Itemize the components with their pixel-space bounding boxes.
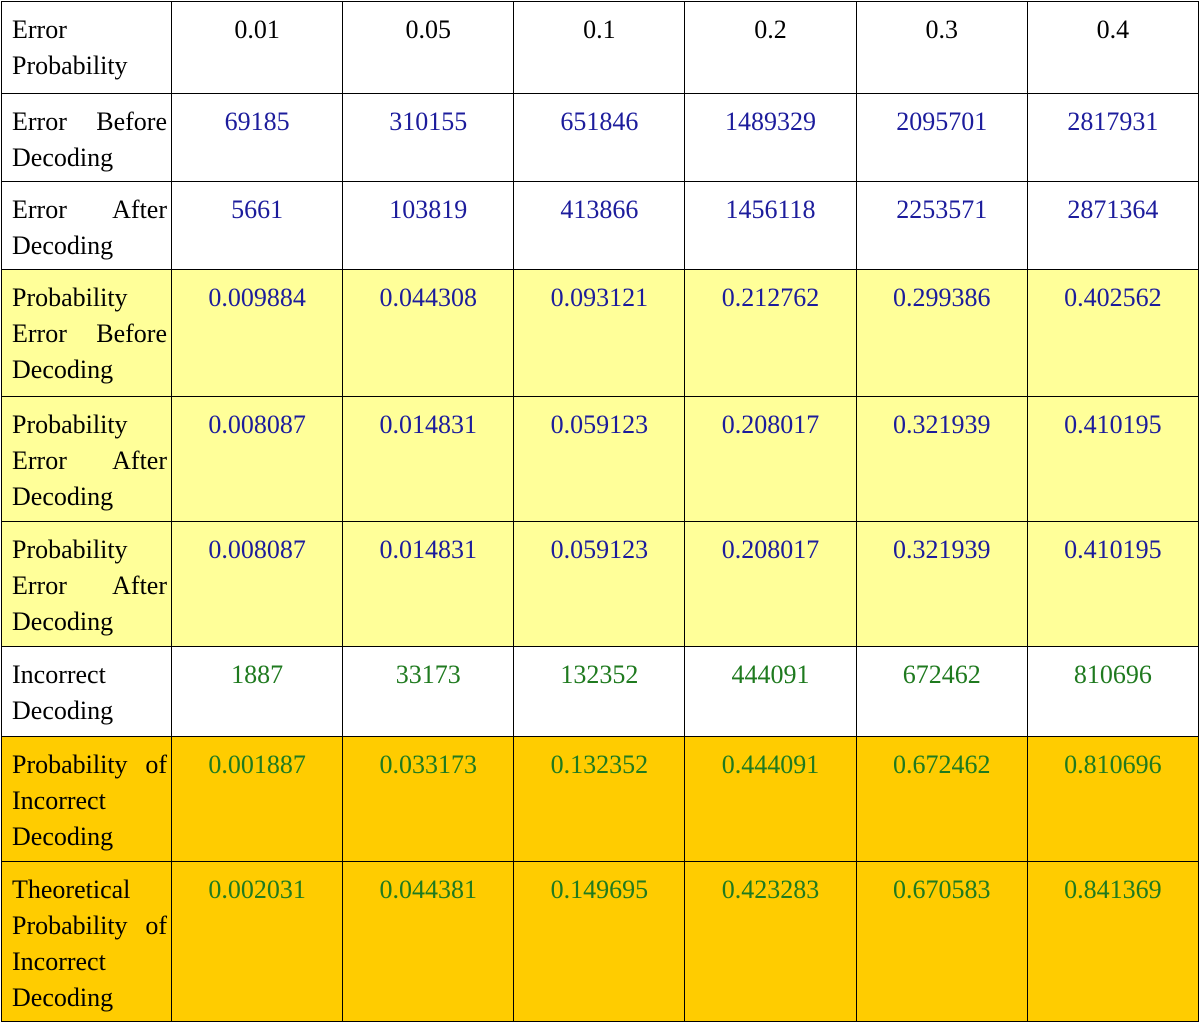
row-label: Probability of Incorrect Decoding [1,736,172,862]
column-header: 0.2 [684,1,857,94]
row-label: Error Probability [1,1,172,94]
cell: 0.810696 [1026,736,1200,862]
cell: 0.132352 [513,736,686,862]
cell: 0.402562 [1026,269,1200,397]
cell: 0.321939 [855,396,1028,522]
row-label: Incorrect Decoding [1,646,172,737]
cell: 0.044308 [342,269,515,397]
cell: 2871364 [1026,181,1200,270]
cell: 444091 [684,646,857,737]
cell: 0.002031 [170,861,344,1022]
column-header: 0.1 [513,1,686,94]
cell: 0.299386 [855,269,1028,397]
cell: 0.149695 [513,861,686,1022]
cell: 103819 [342,181,515,270]
cell: 651846 [513,93,686,182]
cell: 0.008087 [170,396,344,522]
row-label: Error Before Decoding [1,93,172,182]
table-row: Probability Error After Decoding 0.008087… [1,396,1200,522]
cell: 0.009884 [170,269,344,397]
cell: 0.208017 [684,521,857,647]
cell: 33173 [342,646,515,737]
cell: 0.670583 [855,861,1028,1022]
cell: 0.093121 [513,269,686,397]
table-row: Error After Decoding 5661 103819 413866 1456… [1,181,1200,270]
cell: 1887 [170,646,344,737]
table-row: Error Before Decoding 69185 310155 651846 14… [1,93,1200,182]
row-label: Probability Error After Decoding [1,396,172,522]
row-label: Error After Decoding [1,181,172,270]
cell: 69185 [170,93,344,182]
cell: 810696 [1026,646,1200,737]
table-row: Probability Error Before Decoding 0.00988… [1,269,1200,397]
table-row: Theoretical Probability of Incorrect Dec… [1,861,1200,1022]
row-label: Theoretical Probability of Incorrect Dec… [1,861,172,1022]
cell: 0.014831 [342,396,515,522]
cell: 0.014831 [342,521,515,647]
column-header: 0.01 [170,1,344,94]
cell: 672462 [855,646,1028,737]
cell: 132352 [513,646,686,737]
cell: 0.672462 [855,736,1028,862]
cell: 0.423283 [684,861,857,1022]
cell: 0.444091 [684,736,857,862]
cell: 0.410195 [1026,521,1200,647]
column-header: 0.05 [342,1,515,94]
cell: 0.410195 [1026,396,1200,522]
row-label: Probability Error After Decoding [1,521,172,647]
cell: 0.208017 [684,396,857,522]
table-row: Probability of Incorrect Decoding 0.00188… [1,736,1200,862]
cell: 0.033173 [342,736,515,862]
table-row: Probability Error After Decoding 0.008087… [1,521,1200,647]
cell: 1456118 [684,181,857,270]
cell: 0.059123 [513,396,686,522]
column-header: 0.4 [1026,1,1200,94]
cell: 0.001887 [170,736,344,862]
cell: 413866 [513,181,686,270]
cell: 2095701 [855,93,1028,182]
cell: 0.008087 [170,521,344,647]
cell: 0.841369 [1026,861,1200,1022]
cell: 1489329 [684,93,857,182]
cell: 2253571 [855,181,1028,270]
cell: 0.321939 [855,521,1028,647]
table-row: Incorrect Decoding 1887 33173 132352 444091 6… [1,646,1200,737]
cell: 2817931 [1026,93,1200,182]
cell: 310155 [342,93,515,182]
cell: 0.059123 [513,521,686,647]
column-header: 0.3 [855,1,1028,94]
row-label: Probability Error Before Decoding [1,269,172,397]
cell: 0.212762 [684,269,857,397]
cell: 5661 [170,181,344,270]
cell: 0.044381 [342,861,515,1022]
table-row: Error Probability 0.01 0.05 0.1 0.2 0.3 0.4 [1,1,1200,94]
